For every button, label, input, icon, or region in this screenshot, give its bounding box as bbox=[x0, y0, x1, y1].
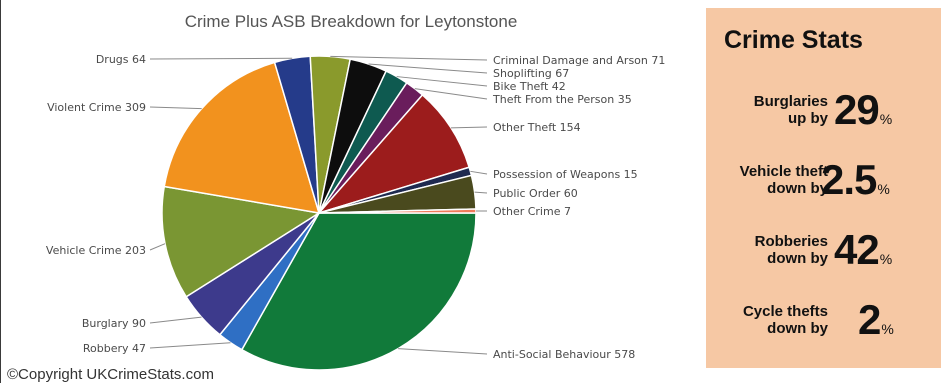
stat-label: Burglaries up by bbox=[754, 93, 828, 127]
leader-line bbox=[398, 348, 488, 355]
stat-label: Robberies down by bbox=[755, 233, 828, 267]
stat-value: 2.5% bbox=[821, 156, 890, 204]
slice-label: Violent Crime 309 bbox=[47, 101, 146, 114]
leader-line bbox=[368, 63, 488, 74]
slice-label: Criminal Damage and Arson 71 bbox=[493, 54, 665, 67]
stat-label: Vehicle theft down by bbox=[740, 163, 828, 197]
leader-line bbox=[470, 170, 488, 175]
stat-robberies: Robberies down by 42% bbox=[706, 220, 941, 280]
leader-line bbox=[149, 316, 202, 324]
stat-label-line2: down by bbox=[767, 180, 828, 197]
stat-number: 29 bbox=[834, 86, 880, 133]
slice-label: Other Crime 7 bbox=[493, 205, 571, 218]
stat-value: 42% bbox=[834, 226, 892, 274]
stat-label-line1: Robberies bbox=[754, 233, 828, 250]
pie-labels: Anti-Social Behaviour 578 Robbery 47 Burgl… bbox=[46, 53, 665, 361]
stat-label: Cycle thefts down by bbox=[743, 303, 828, 337]
stat-burglaries: Burglaries up by 29% bbox=[706, 80, 941, 140]
slice-label: Other Theft 154 bbox=[493, 121, 581, 134]
pie-chart: Anti-Social Behaviour 578 Robbery 47 Burgl… bbox=[46, 53, 665, 371]
stat-vehicle-theft: Vehicle theft down by 2.5% bbox=[706, 150, 941, 210]
slice-label: Anti-Social Behaviour 578 bbox=[493, 348, 635, 361]
slice-label: Burglary 90 bbox=[82, 317, 146, 330]
leader-line bbox=[450, 126, 488, 129]
stat-label-line1: Cycle thefts bbox=[742, 303, 828, 320]
slice-label: Drugs 64 bbox=[96, 53, 146, 66]
stat-number: 2 bbox=[858, 296, 881, 343]
stat-unit: % bbox=[879, 111, 893, 127]
pie-slice-violent-crime bbox=[163, 61, 321, 214]
slice-label: Vehicle Crime 203 bbox=[46, 244, 146, 257]
chart-area: Crime Plus ASB Breakdown for Leytonstone… bbox=[0, 0, 665, 383]
stat-label-line2: up by bbox=[788, 110, 828, 127]
leader-line bbox=[330, 55, 488, 61]
leader-line bbox=[396, 76, 488, 87]
pie-slices bbox=[161, 55, 477, 371]
slice-label: Possession of Weapons 15 bbox=[493, 168, 638, 181]
stat-unit: % bbox=[881, 321, 894, 337]
stat-number: 2.5 bbox=[821, 156, 877, 203]
slice-label: Shoplifting 67 bbox=[493, 67, 569, 80]
leader-line bbox=[149, 57, 293, 60]
stats-title: Crime Stats bbox=[724, 26, 863, 54]
stat-value: 2% bbox=[858, 296, 894, 344]
slice-label: Bike Theft 42 bbox=[493, 80, 566, 93]
slice-label: Theft From the Person 35 bbox=[492, 93, 632, 106]
chart-title: Crime Plus ASB Breakdown for Leytonstone bbox=[184, 12, 518, 31]
leader-line bbox=[149, 243, 166, 251]
slice-label: Robbery 47 bbox=[83, 342, 146, 355]
stat-unit: % bbox=[879, 251, 893, 267]
leader-line bbox=[414, 88, 488, 100]
stat-number: 42 bbox=[834, 226, 880, 273]
stat-cycle-thefts: Cycle thefts down by 2% bbox=[706, 290, 941, 350]
slice-label: Public Order 60 bbox=[493, 187, 578, 200]
crime-stats-panel: Crime Stats Burglaries up by 29% Vehicle… bbox=[706, 8, 941, 368]
stat-label-line1: Burglaries bbox=[753, 93, 828, 110]
pie-slice-other-theft bbox=[316, 93, 471, 215]
stat-label-line2: down by bbox=[767, 250, 828, 267]
stat-value: 29% bbox=[834, 86, 892, 134]
leader-line bbox=[149, 342, 231, 349]
leader-line bbox=[474, 191, 488, 194]
copyright-text: ©Copyright UKCrimeStats.com bbox=[7, 366, 214, 383]
stat-unit: % bbox=[877, 181, 890, 197]
leader-line bbox=[149, 106, 202, 110]
stat-label-line2: down by bbox=[767, 320, 828, 337]
stat-label-line1: Vehicle theft bbox=[739, 163, 828, 180]
